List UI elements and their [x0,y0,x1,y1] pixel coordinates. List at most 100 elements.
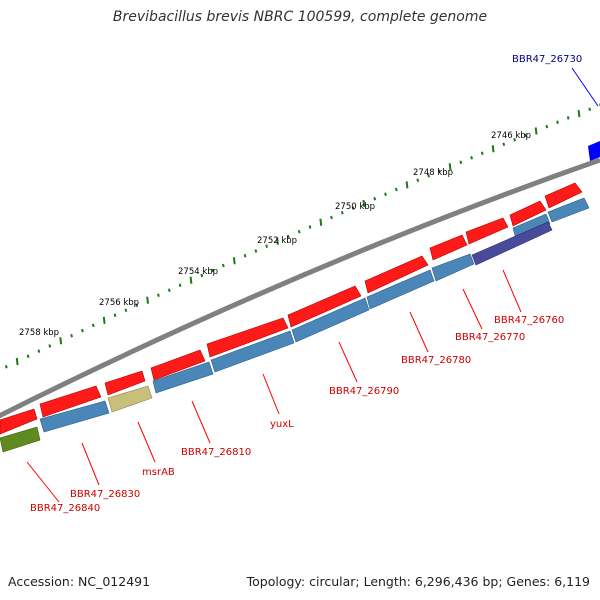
ruler-minor-tick [373,197,377,201]
ruler-minor-tick [480,151,484,155]
leader-bbr47-26790 [338,341,358,383]
gene-feature[interactable] [107,385,153,413]
ruler-minor-tick [243,254,247,258]
accession-text: Accession: NC_012491 [8,574,151,589]
gene-feature[interactable] [291,297,370,343]
ruler-minor-tick [351,206,355,210]
ruler-label-2752: 2752 kbp [257,236,297,246]
leader-yuxl [262,373,280,415]
leader-msrab [137,421,156,463]
ruler-label-2758: 2758 kbp [19,328,59,338]
ruler-minor-tick [340,211,344,215]
ruler-minor-tick [81,328,84,333]
gene-label-bbr47-26760[interactable]: BBR47_26760 [494,315,564,326]
ruler-major-tick [405,181,409,189]
ruler-minor-tick [178,283,182,287]
gene-feature[interactable] [364,255,429,294]
ruler-major-tick [232,257,236,265]
gene-feature[interactable] [152,361,214,394]
gene-label-bbr47-26770[interactable]: BBR47_26770 [455,332,525,343]
ruler-minor-tick [384,192,387,196]
gene-label-msrab[interactable]: msrAB [142,467,175,478]
ruler-minor-tick [308,225,312,229]
ruler-minor-tick [513,138,516,142]
gene-label-bbr47-26780[interactable]: BBR47_26780 [401,355,471,366]
leader-bbr47-26780 [409,311,429,353]
leader-bbr47-26830 [81,442,100,486]
gene-feature[interactable] [547,197,590,223]
ruler-minor-tick [286,234,290,239]
gene-feature-bbr47-26730[interactable] [588,141,600,161]
gene-feature[interactable] [210,330,295,373]
ruler-major-tick [577,109,581,118]
gene-feature[interactable] [287,285,362,328]
gene-feature[interactable] [150,349,206,381]
gene-feature[interactable] [465,217,509,245]
ruler-minor-tick [200,273,204,278]
gene-label-bbr47-26790[interactable]: BBR47_26790 [329,386,399,397]
reverse-strand-genes [0,197,590,453]
ruler-minor-tick [254,249,258,253]
ruler-major-tick [491,145,495,153]
ruler-minor-tick [265,244,269,248]
gene-feature[interactable] [39,400,110,433]
ruler-label-2754: 2754 kbp [178,267,218,277]
ruler-minor-tick [37,349,41,353]
ruler-major-tick [15,357,19,366]
ruler-minor-tick [588,107,592,112]
gene-feature[interactable] [544,182,583,209]
map-title: Brevibacillus brevis NBRC 100599, comple… [112,9,488,25]
gene-feature[interactable] [206,317,289,358]
callout-lines [26,67,599,503]
forward-strand-genes [0,182,583,435]
gene-label-yuxl[interactable]: yuxL [270,419,294,430]
ruler-major-tick [59,337,63,345]
ruler-major-tick [362,199,366,208]
ruler-minor-tick [167,288,171,292]
ruler-minor-tick [437,169,441,173]
gene-feature[interactable] [509,200,547,227]
ruler-label-2748: 2748 kbp [413,168,453,178]
gene-feature[interactable] [512,213,551,240]
ruler-label-2750: 2750 kbp [335,202,375,212]
gene-label-bbr47-26840[interactable]: BBR47_26840 [30,503,100,514]
gene-feature[interactable] [0,426,41,453]
ruler-major-tick [534,127,538,135]
gene-label-bbr47-26810[interactable]: BBR47_26810 [181,447,251,458]
ruler-minor-tick [502,142,506,147]
ruler-minor-tick [330,215,333,220]
ruler-minor-tick [394,187,398,192]
ruler-minor-tick [556,120,559,125]
ruler-minor-tick [135,303,139,307]
ruler-minor-tick [459,160,463,164]
ruler-minor-tick [566,116,570,120]
ruler-minor-tick [416,178,420,183]
ruler-minor-tick [124,308,128,312]
ruler-minor-tick [26,354,30,359]
ruler-minor-tick [297,230,301,234]
ruler-major-tick [319,218,323,226]
gene-feature[interactable] [431,253,475,282]
gene-label-bbr47-26730[interactable]: BBR47_26730 [512,54,582,65]
ruler-minor-tick [70,333,73,338]
gene-feature[interactable] [471,221,553,266]
leader-bbr47-26770 [462,288,483,330]
gene-feature[interactable] [39,385,102,418]
genome-summary-text: Topology: circular; Length: 6,296,436 bp… [246,574,590,589]
ruler-label-2756: 2756 kbp [99,298,139,308]
ruler-minor-tick [4,365,8,369]
ruler-minor-tick [211,268,214,273]
leader-bbr47-26730 [571,67,599,107]
gene-label-bbr47-26830[interactable]: BBR47_26830 [70,489,140,500]
ruler-major-tick [146,296,149,304]
gene-feature[interactable] [429,234,468,261]
gene-feature[interactable] [366,269,435,310]
ruler-minor-tick [523,133,527,138]
gene-feature[interactable] [104,370,146,396]
ruler-major-tick [448,163,452,171]
ruler-minor-tick [222,263,225,268]
ruler-minor-tick [157,293,160,297]
gene-feature[interactable] [0,408,38,435]
